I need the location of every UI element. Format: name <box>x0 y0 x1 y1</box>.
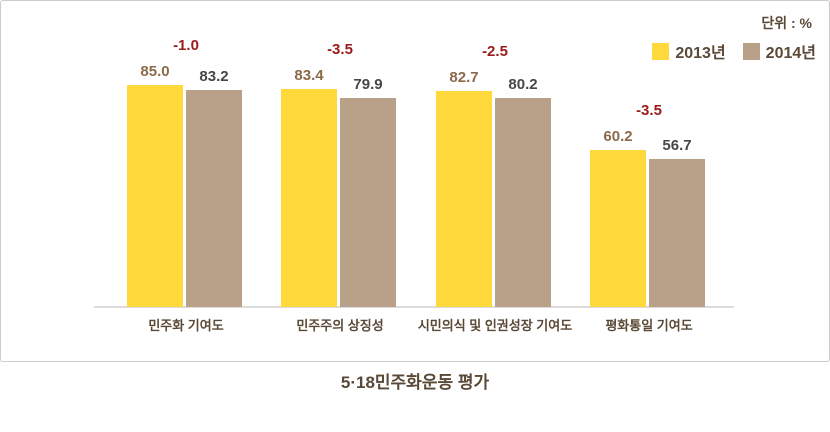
value-label-2014: 80.2 <box>508 76 538 93</box>
value-label-2013: 85.0 <box>140 63 170 80</box>
legend: 2013년 2014년 <box>652 39 816 63</box>
legend-label-2014: 2014년 <box>765 45 816 62</box>
bar-2013 <box>590 150 646 307</box>
bar-2014 <box>340 98 396 307</box>
chart-card: 단위 : % 2013년 2014년 85.0 83.2 -1.0 민주화 기여도 83… <box>0 0 830 362</box>
diff-label: -3.5 <box>327 41 353 58</box>
category-label: 민주주의 상징성 <box>296 318 384 333</box>
bar-2014 <box>495 98 551 307</box>
legend-item-2013: 2013년 <box>652 39 726 63</box>
category-label: 민주화 기여도 <box>148 318 224 333</box>
x-axis-line <box>94 306 734 308</box>
plot-area: 85.0 83.2 -1.0 민주화 기여도 83.4 79.9 -3.5 민주주의 상징성 8… <box>1 1 830 363</box>
legend-item-2014: 2014년 <box>742 39 816 63</box>
value-label-2014: 83.2 <box>199 68 229 85</box>
value-label-2013: 60.2 <box>603 128 633 145</box>
bar-2013 <box>436 91 492 307</box>
legend-label-2013: 2013년 <box>675 45 726 62</box>
diff-label: -3.5 <box>636 102 662 119</box>
page-title: 5·18민주화운동 평가 <box>340 373 490 392</box>
value-label-2013: 82.7 <box>449 69 479 86</box>
value-label-2014: 79.9 <box>353 76 383 93</box>
category-label: 평화통일 기여도 <box>605 318 693 333</box>
value-label-2014: 56.7 <box>662 137 692 154</box>
diff-label: -1.0 <box>173 37 199 54</box>
bar-2013 <box>281 89 337 307</box>
diff-label: -2.5 <box>482 43 508 60</box>
bar-2014 <box>649 159 705 307</box>
bar-2013 <box>127 85 183 307</box>
unit-label: 단위 : % <box>761 15 812 31</box>
value-label-2013: 83.4 <box>294 67 324 84</box>
legend-swatch-2014-icon <box>742 42 760 60</box>
bar-2014 <box>186 90 242 307</box>
category-label: 시민의식 및 인권성장 기여도 <box>417 318 573 333</box>
legend-swatch-2013-icon <box>652 42 670 60</box>
